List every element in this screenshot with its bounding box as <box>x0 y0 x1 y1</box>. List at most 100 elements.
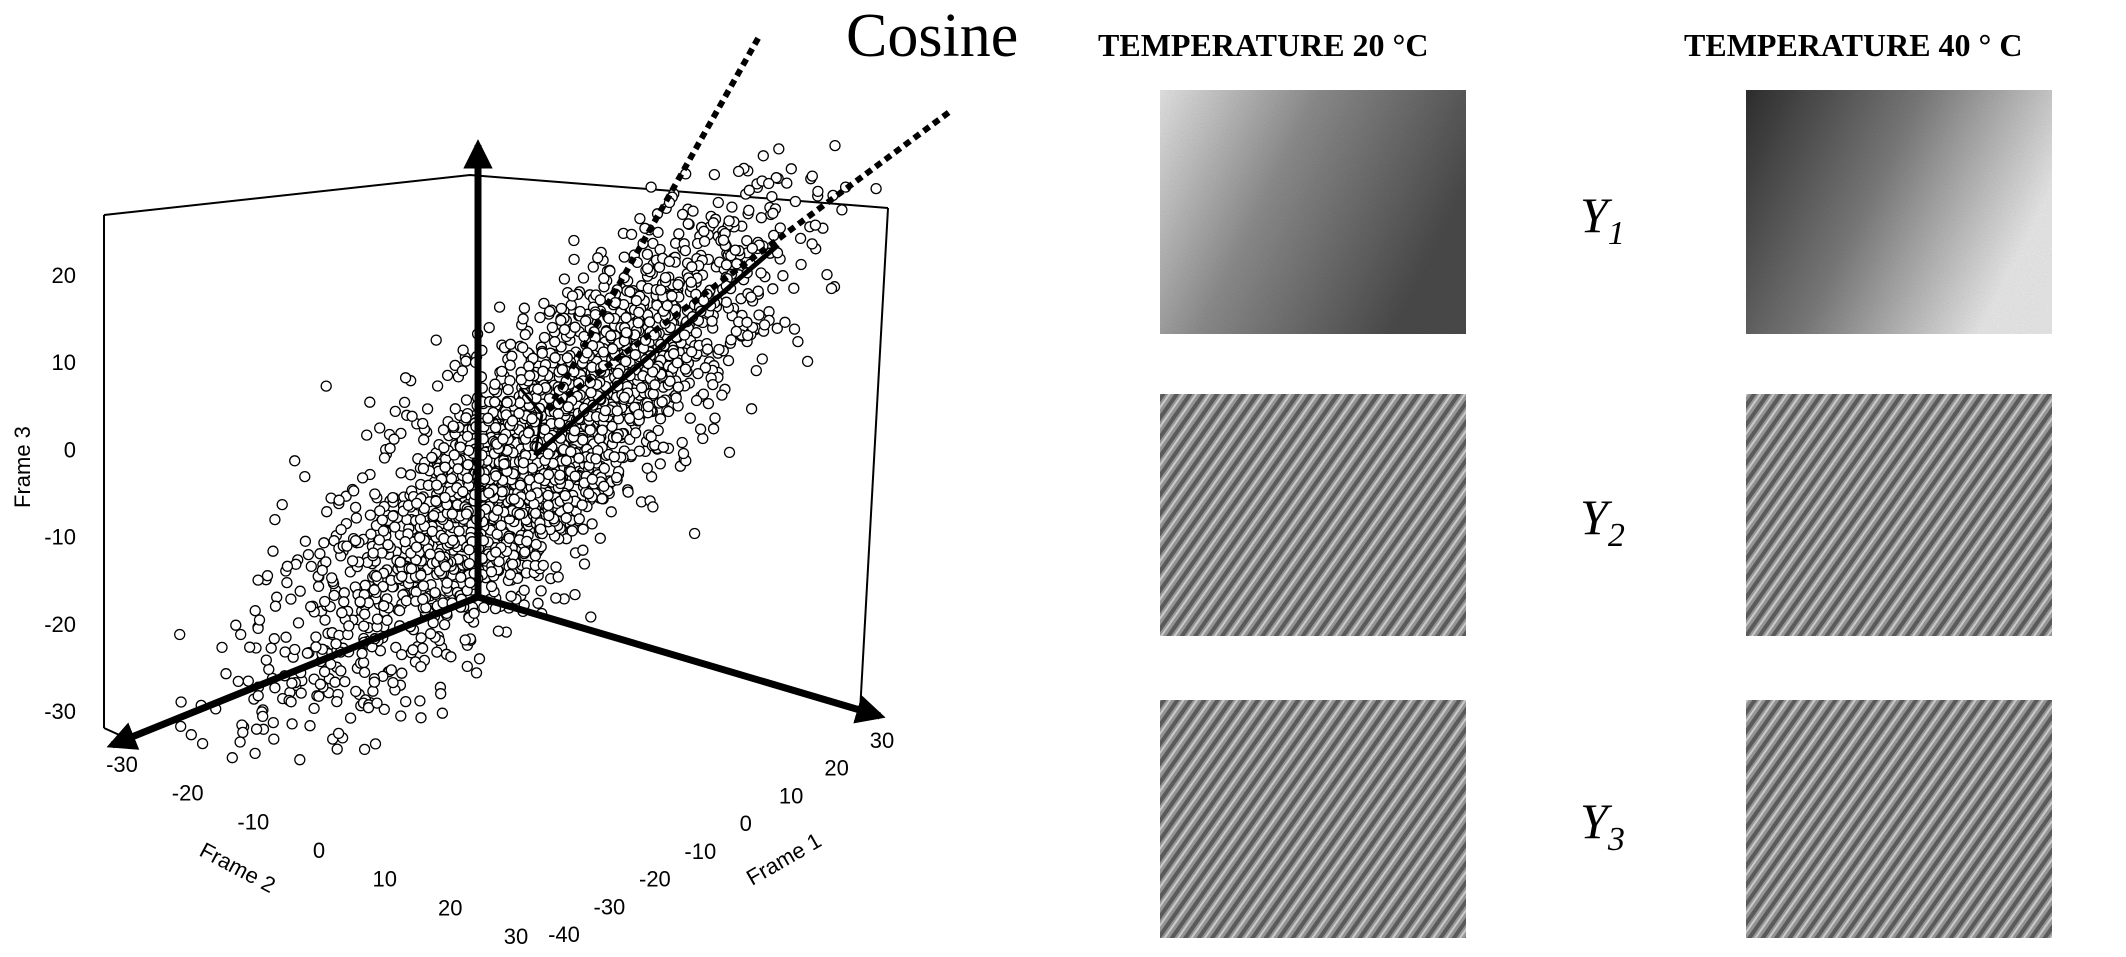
scatter-point <box>478 601 490 614</box>
scatter-point <box>645 431 657 443</box>
scatter-point <box>574 305 586 318</box>
scatter-point <box>517 313 529 325</box>
scatter-point <box>431 380 444 392</box>
scatter-point <box>758 319 771 331</box>
scatter-point <box>573 513 585 525</box>
row-label-y2: Y2 <box>1580 489 1625 554</box>
scatter-point <box>562 401 574 413</box>
temperature-image-grid: TEMPERATURE 20 °C TEMPERATURE 40 ° C Y1 … <box>1098 27 2052 938</box>
scatter-point <box>559 489 571 502</box>
scatter-point <box>518 302 531 314</box>
scatter-point <box>632 317 644 329</box>
scatter-point <box>230 619 242 631</box>
scatter-point <box>668 348 680 360</box>
scatter-point <box>596 493 608 505</box>
scatter-point <box>489 396 501 408</box>
scatter-point <box>643 316 656 328</box>
scatter-point <box>407 644 419 656</box>
frame3-ticks: -30 -20 -10 0 10 20 <box>44 263 76 724</box>
principal-axis-solid <box>533 243 780 457</box>
scatter-point <box>537 365 549 377</box>
scatter-point <box>774 222 786 234</box>
scatter-point <box>537 559 549 572</box>
scatter-point <box>709 412 721 424</box>
scatter-point <box>523 360 535 372</box>
scatter-point <box>252 690 264 702</box>
scatter-point <box>566 525 578 537</box>
scatter-point <box>417 580 430 592</box>
scatter-point <box>702 397 715 410</box>
scatter-point <box>682 218 694 230</box>
scatter-point <box>174 628 186 641</box>
scatter-point <box>622 486 634 498</box>
scatter-point <box>664 375 676 387</box>
scatter-point <box>514 508 526 520</box>
scatter-point <box>396 570 408 583</box>
scatter-point <box>781 177 793 189</box>
scatter-point <box>285 696 297 708</box>
scatter-point <box>581 347 593 359</box>
scatter-point <box>836 204 848 216</box>
frame3-tick-label: 20 <box>52 263 76 288</box>
scatter-point <box>387 510 399 522</box>
scatter-point <box>610 471 623 484</box>
scatter-point <box>371 697 383 709</box>
scatter-point <box>497 433 509 445</box>
scatter-point <box>656 396 668 408</box>
scatter-point <box>530 538 542 551</box>
scatter-point <box>598 462 610 475</box>
scatter-point <box>725 334 737 346</box>
scatter-point <box>220 668 232 680</box>
scatter-point <box>390 641 402 654</box>
scatter-point <box>434 550 446 562</box>
scatter-point <box>439 461 451 473</box>
scatter-point <box>741 235 753 247</box>
scatter-point <box>269 513 281 526</box>
scatter-point <box>490 546 502 558</box>
scatter-point <box>755 212 768 224</box>
image-y2-20c <box>1160 394 1466 636</box>
scatter-point <box>491 504 504 516</box>
scatter-point <box>356 472 369 484</box>
scatter-point <box>441 369 454 382</box>
scatter-point <box>723 215 735 227</box>
scatter-point <box>552 571 564 583</box>
scatter-point <box>305 601 317 613</box>
scatter-point <box>308 702 320 715</box>
scatter-point <box>543 305 556 318</box>
image-y2-40c <box>1746 394 2052 636</box>
scatter-point <box>677 447 690 460</box>
scatter-point <box>457 344 469 356</box>
scatter-point <box>694 423 707 435</box>
scatter-point <box>568 253 580 266</box>
scatter-point <box>378 600 390 612</box>
frame2-axis-title: Frame 2 <box>196 837 280 898</box>
scatter-point <box>533 472 545 484</box>
scatter-point <box>424 628 437 640</box>
scatter-point <box>577 523 589 535</box>
scatter-point <box>620 355 632 368</box>
scatter-point <box>746 242 758 254</box>
scatter-point <box>365 528 377 540</box>
scatter-point <box>720 259 733 271</box>
scatter-point <box>417 417 429 430</box>
scatter-point <box>302 548 315 561</box>
scatter-point <box>550 561 562 573</box>
scatter-point <box>367 547 379 559</box>
scatter-point <box>549 336 561 348</box>
scatter-point <box>517 457 530 469</box>
scatter-point <box>294 754 306 766</box>
scatter-point <box>785 163 797 175</box>
scatter-point <box>801 355 814 368</box>
scatter-point <box>720 296 732 308</box>
scatter-point <box>384 442 396 454</box>
scatter-point <box>652 226 664 239</box>
scatter-point <box>569 470 581 482</box>
scatter-point <box>395 467 407 479</box>
scatter-point <box>501 397 513 409</box>
scatter-point <box>374 422 386 434</box>
scatter-point <box>569 321 581 333</box>
scatter-point <box>381 614 393 626</box>
principal-directions <box>518 33 954 457</box>
scatter-point <box>504 375 516 387</box>
